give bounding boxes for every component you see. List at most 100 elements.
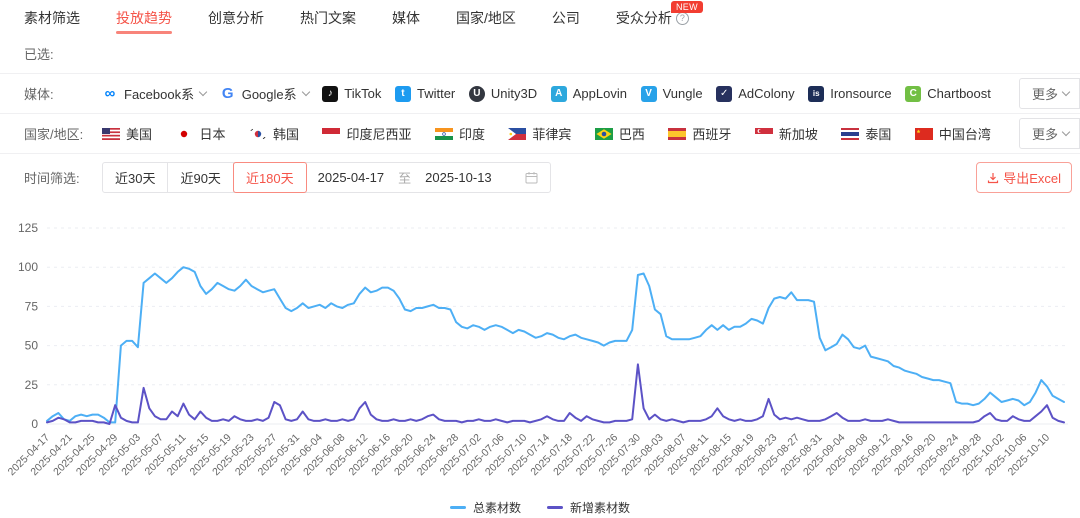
tab-热门文案[interactable]: 热门文案 [300, 8, 356, 34]
media-item-label: AppLovin [572, 86, 627, 101]
active-tab-underline [552, 31, 580, 34]
quick-range-近30天[interactable]: 近30天 [103, 162, 169, 192]
legend-label: 总素材数 [472, 501, 521, 515]
media-item-Chartboost[interactable]: C Chartboost [905, 85, 991, 102]
media-item-Twitter[interactable]: t Twitter [394, 85, 456, 102]
tab-label: 国家/地区 [456, 10, 516, 26]
media-filter-row: 媒体: ∞ Facebook系 G Google系 ♪ TikTok t Twitter U Un… [0, 74, 1080, 114]
media-item-label: AdColony [738, 86, 795, 101]
media-item-Google系[interactable]: G Google系 [220, 84, 310, 103]
help-icon[interactable]: ? [675, 11, 689, 25]
tab-国家/地区[interactable]: 国家/地区 [456, 8, 516, 34]
tab-公司[interactable]: 公司 [552, 8, 580, 34]
region-item-新加坡[interactable]: 新加坡 [754, 124, 818, 143]
meta-icon: ∞ [104, 85, 116, 102]
media-item-Facebook系[interactable]: ∞ Facebook系 [102, 84, 208, 103]
active-tab-underline [616, 31, 689, 34]
region-item-label: 泰国 [865, 127, 892, 142]
quick-range-近180天[interactable]: 近180天 [232, 161, 307, 193]
legend-swatch [547, 506, 563, 509]
date-range-separator: 至 [398, 170, 412, 186]
media-more-label: 更多 [1031, 87, 1058, 102]
chevron-down-icon [301, 87, 310, 96]
flag-jp-icon [175, 127, 194, 140]
region-item-菲律宾[interactable]: 菲律宾 [508, 124, 571, 143]
end-date-value[interactable]: 2025-10-13 [425, 169, 492, 185]
region-item-label: 印度 [458, 127, 485, 142]
region-item-韩国[interactable]: 韩国 [248, 124, 299, 143]
region-item-中国台湾[interactable]: 中国台湾 [914, 124, 991, 143]
legend-item-总素材数[interactable]: 总素材数 [449, 499, 521, 516]
date-range-picker[interactable]: 2025-04-17 至 2025-10-13 [306, 163, 550, 192]
region-item-日本[interactable]: 日本 [175, 124, 226, 143]
active-tab-underline [116, 31, 172, 34]
media-item-label: Ironsource [830, 86, 892, 101]
media-items: ∞ Facebook系 G Google系 ♪ TikTok t Twitter U Unity3… [102, 84, 991, 103]
region-items: 美国 日本 韩国 印度尼西亚 印度 菲律宾 巴西 西班牙 新加坡 泰国 中国台湾 [102, 124, 991, 143]
active-tab-underline [300, 31, 356, 34]
tab-label: 投放趋势 [116, 10, 172, 26]
chevron-down-icon [1061, 127, 1071, 136]
region-item-泰国[interactable]: 泰国 [841, 124, 891, 143]
media-item-Vungle[interactable]: V Vungle [640, 85, 703, 102]
ironsource-icon: is [808, 85, 825, 102]
media-label: 媒体: [24, 87, 54, 102]
tiktok-icon: ♪ [322, 85, 339, 102]
region-item-label: 韩国 [272, 127, 299, 142]
media-more-button[interactable]: 更多 [1018, 78, 1080, 109]
flag-th-icon [841, 127, 860, 140]
flag-us-icon [102, 127, 120, 140]
flag-cn-icon [914, 127, 933, 140]
region-item-印度尼西亚[interactable]: 印度尼西亚 [322, 124, 411, 143]
region-item-label: 印度尼西亚 [346, 127, 412, 142]
media-item-Ironsource[interactable]: is Ironsource [808, 85, 892, 102]
tab-label: 热门文案 [300, 10, 356, 26]
twitter-icon: t [394, 85, 411, 102]
flag-id-icon [322, 127, 341, 140]
time-range-control: 近30天 近90天 近180天 2025-04-17 至 2025-10-13 [102, 161, 551, 193]
y-axis-tick-label: 0 [31, 417, 38, 431]
region-label: 国家/地区: [24, 127, 84, 142]
legend-item-新增素材数[interactable]: 新增素材数 [547, 499, 630, 516]
flag-in-icon [434, 127, 453, 140]
start-date-value[interactable]: 2025-04-17 [317, 169, 385, 185]
region-item-美国[interactable]: 美国 [102, 124, 152, 143]
region-item-label: 中国台湾 [938, 127, 991, 142]
tab-label: 素材筛选 [24, 10, 80, 26]
tab-受众分析[interactable]: 受众分析? NEW [616, 1, 703, 34]
selected-filters-row: 已选: [0, 34, 1080, 74]
active-tab-underline [392, 31, 420, 34]
media-item-label: Twitter [416, 86, 456, 101]
flag-kr-icon [248, 127, 267, 140]
flag-sg-icon [754, 127, 773, 140]
media-item-AppLovin[interactable]: A AppLovin [550, 85, 627, 102]
region-item-巴西[interactable]: 巴西 [594, 124, 645, 143]
time-filter-label: 时间筛选: [24, 170, 80, 186]
tab-素材筛选[interactable]: 素材筛选 [24, 8, 80, 34]
media-item-label: TikTok [344, 86, 382, 101]
tab-媒体[interactable]: 媒体 [392, 8, 420, 34]
export-excel-button[interactable]: 导出Excel [976, 162, 1072, 193]
quick-range-近90天[interactable]: 近90天 [168, 162, 234, 192]
flag-es-icon [668, 127, 687, 140]
line-chart-canvas[interactable]: 02550751001252025-04-172025-04-212025-04… [0, 214, 1080, 492]
flag-br-icon [594, 127, 613, 140]
tab-创意分析[interactable]: 创意分析 [208, 8, 264, 34]
adcolony-icon: ✓ [716, 85, 733, 102]
region-item-印度[interactable]: 印度 [434, 124, 485, 143]
trend-chart: 0 25 50 75 100 125 2025-04-17 2025-04-21 2025-04… [0, 214, 1080, 516]
y-axis-tick-label: 100 [18, 260, 38, 274]
series-line-新增素材数 [46, 363, 1065, 425]
region-item-西班牙[interactable]: 西班牙 [668, 124, 731, 143]
chartboost-icon: C [905, 85, 922, 102]
active-tab-underline [24, 31, 80, 34]
media-item-TikTok[interactable]: ♪ TikTok [322, 85, 382, 102]
media-item-Unity3D[interactable]: U Unity3D [468, 85, 537, 102]
region-more-button[interactable]: 更多 [1018, 118, 1080, 149]
media-item-AdColony[interactable]: ✓ AdColony [716, 85, 795, 102]
legend-swatch [449, 506, 466, 509]
unity-icon: U [468, 85, 485, 102]
y-axis-tick-label: 75 [25, 299, 39, 313]
tab-投放趋势[interactable]: 投放趋势 [116, 8, 172, 34]
top-tab-bar: 素材筛选 投放趋势 创意分析 热门文案 媒体 国家/地区 公司 受众分析? NEW [0, 0, 1080, 34]
